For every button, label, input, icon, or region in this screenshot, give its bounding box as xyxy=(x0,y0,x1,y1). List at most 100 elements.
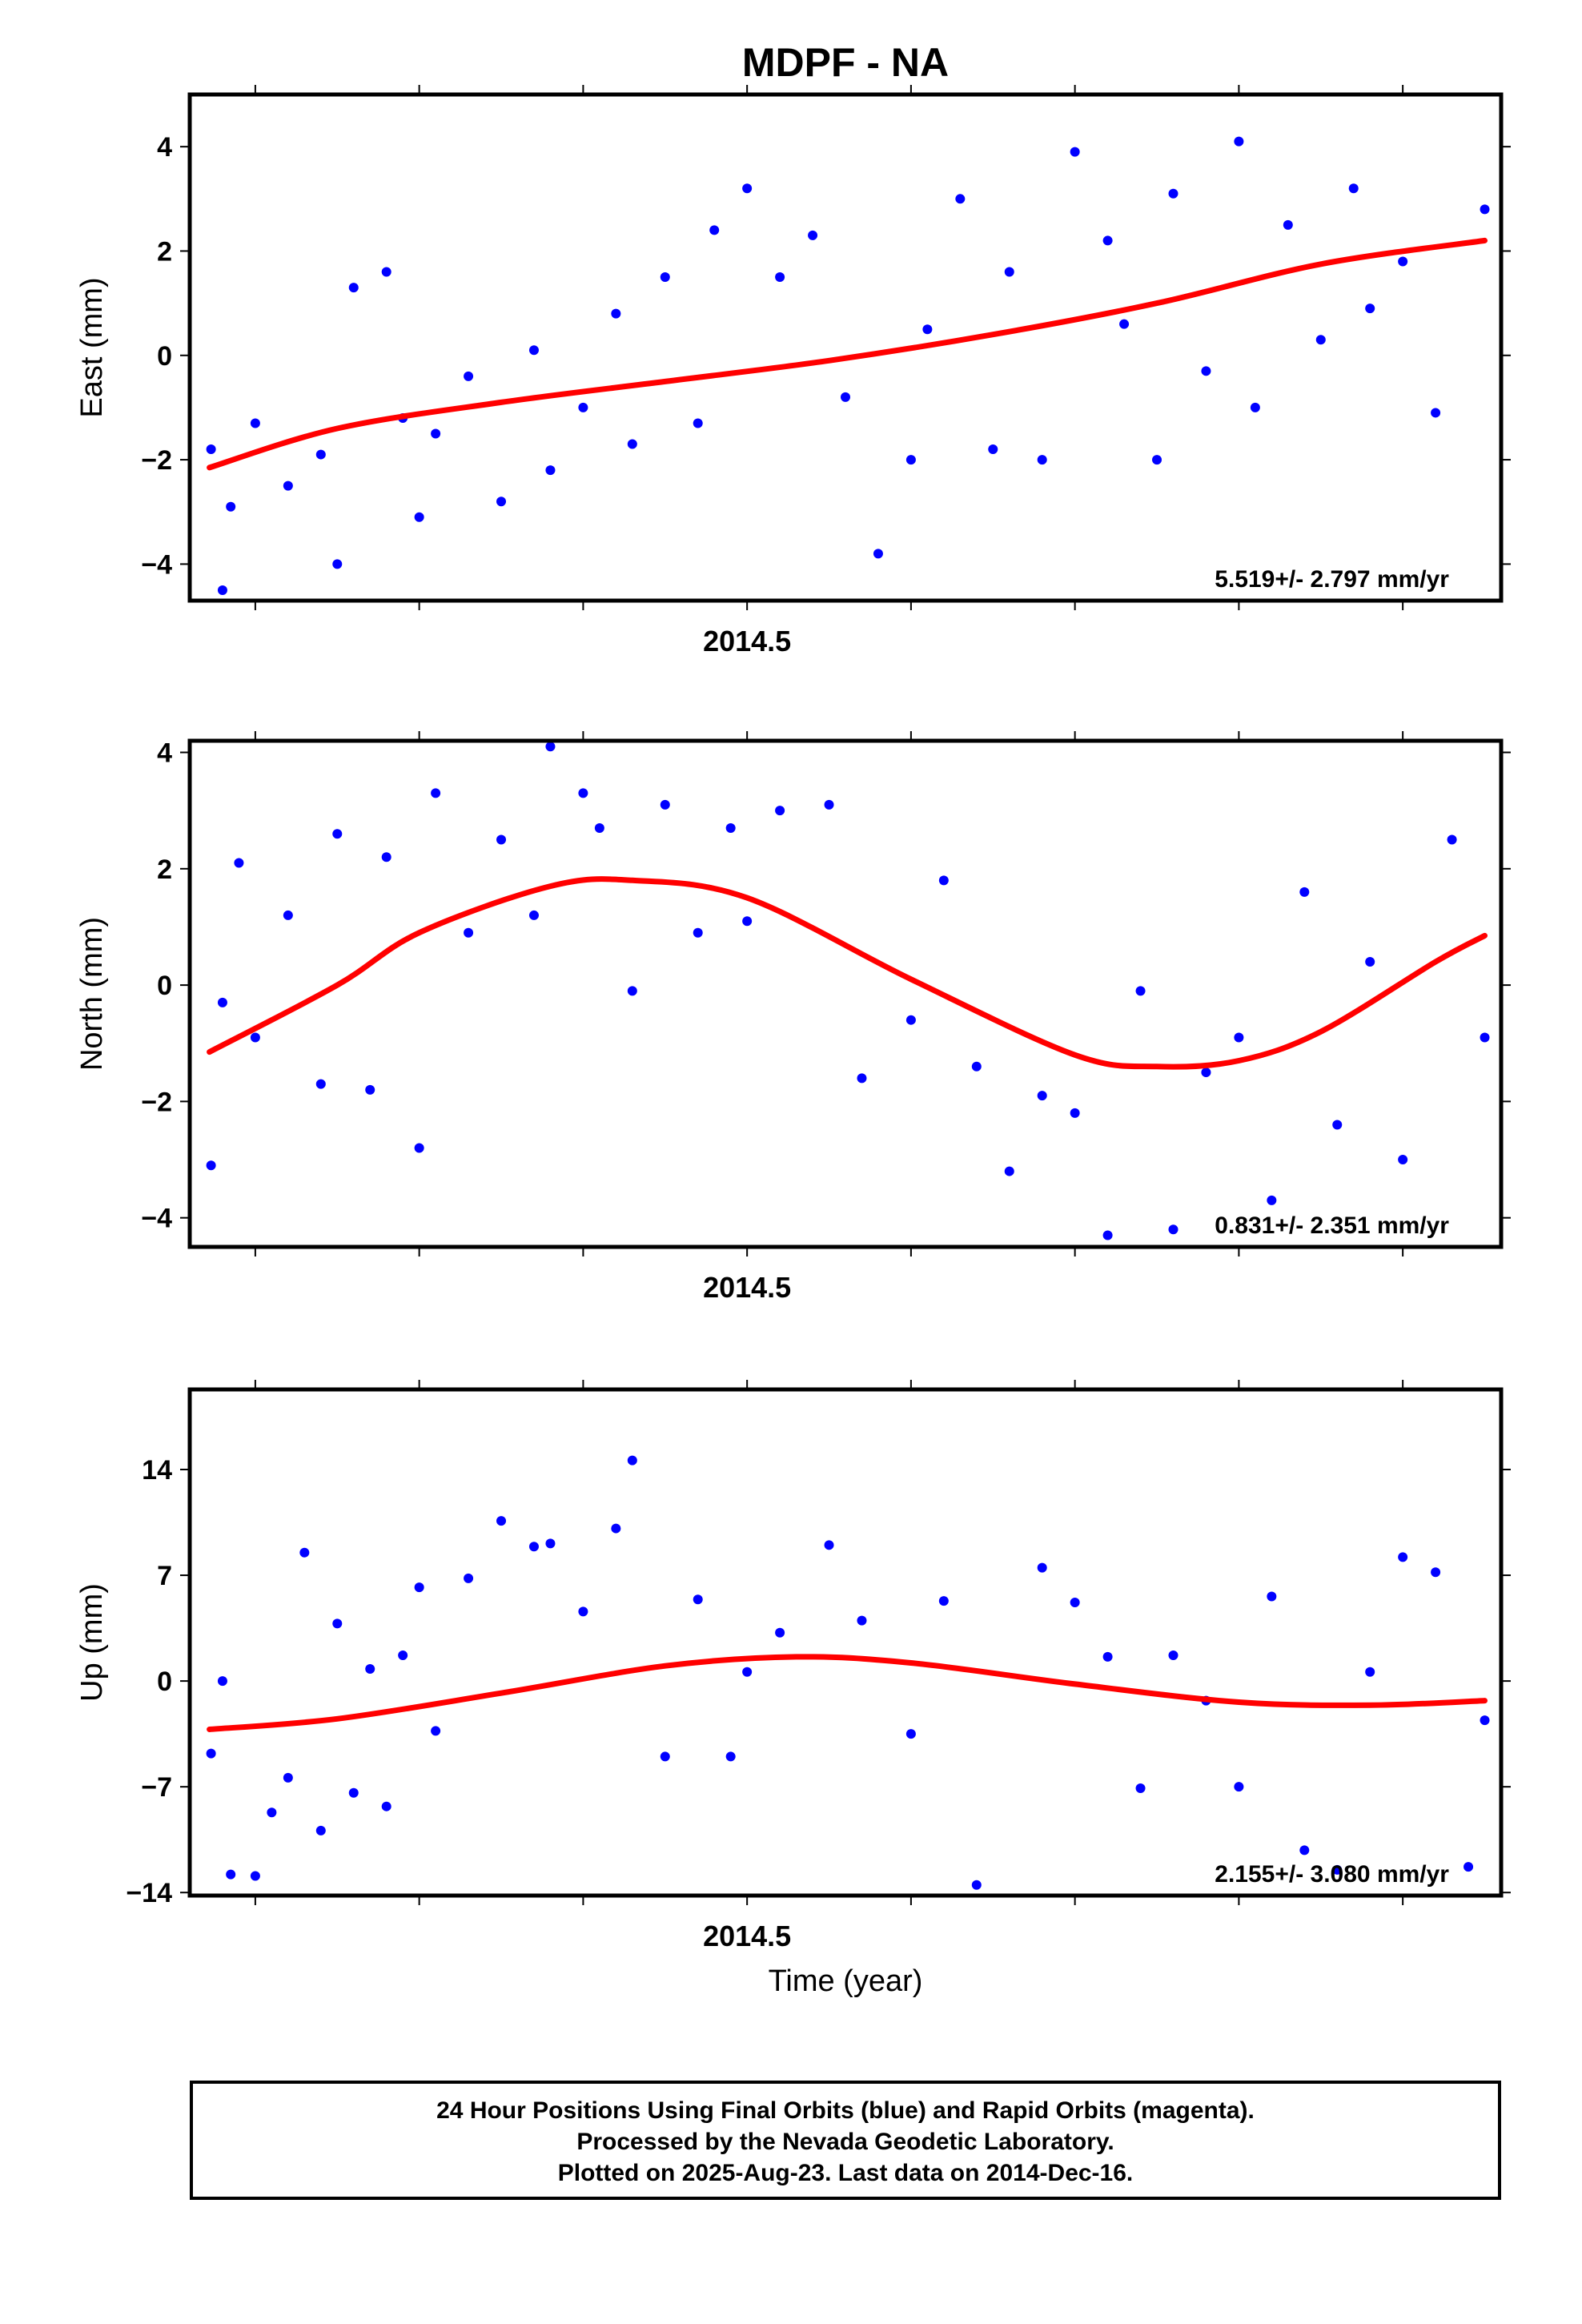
east-data-point xyxy=(660,272,670,283)
east-data-point xyxy=(496,497,507,507)
north-data-point xyxy=(250,1032,260,1043)
east-data-point xyxy=(1152,455,1162,465)
north-data-point xyxy=(1267,1195,1277,1205)
north-y-tick-label: 2 xyxy=(157,854,172,885)
up-y-tick-label: −14 xyxy=(126,1878,172,1908)
up-data-point xyxy=(250,1871,260,1881)
north-data-point xyxy=(365,1084,375,1095)
north-data-point xyxy=(431,788,441,798)
up-data-point xyxy=(1102,1651,1113,1662)
north-data-point xyxy=(315,1079,326,1089)
north-data-point xyxy=(217,997,227,1007)
caption-line-1: 24 Hour Positions Using Final Orbits (bl… xyxy=(436,2097,1255,2124)
east-data-point xyxy=(1004,267,1014,277)
up-data-point xyxy=(611,1523,621,1534)
north-y-tick-label: 0 xyxy=(157,971,172,1001)
east-data-point xyxy=(545,465,556,476)
up-data-point xyxy=(1037,1562,1047,1573)
north-data-point xyxy=(1398,1155,1408,1165)
up-rate-label: 2.155+/- 3.080 mm/yr xyxy=(1215,1861,1449,1888)
up-data-point xyxy=(775,1627,785,1638)
east-data-point xyxy=(775,272,785,283)
up-data-point xyxy=(1464,1862,1474,1872)
east-data-point xyxy=(1037,455,1047,465)
north-panel: −4 −2 0 2 4 2014.5 North (mm) 0.831+/- 2.351 mm… xyxy=(75,731,1511,1304)
up-data-point xyxy=(1480,1715,1490,1726)
north-data-point xyxy=(857,1073,867,1084)
up-data-point xyxy=(414,1582,424,1593)
chart-title: MDPF - NA xyxy=(742,40,949,85)
up-data-point xyxy=(938,1596,949,1606)
east-data-point xyxy=(1070,147,1080,157)
north-data-point xyxy=(660,799,670,810)
up-data-point xyxy=(528,1542,539,1552)
caption-box: 24 Hour Positions Using Final Orbits (bl… xyxy=(190,2081,1501,2200)
north-data-point xyxy=(971,1061,982,1072)
north-data-point xyxy=(693,927,703,938)
north-frame xyxy=(187,738,1504,1249)
up-data-point xyxy=(578,1606,588,1617)
north-data-point xyxy=(545,742,556,752)
up-data-point xyxy=(1332,1864,1343,1875)
north-data-point xyxy=(1234,1032,1244,1043)
east-data-point xyxy=(1480,204,1490,215)
up-panel: −14 −7 0 7 14 2014.5 Up (mm) 2.155+/- 3.080 mm/… xyxy=(75,1380,1511,1952)
up-data-point xyxy=(660,1751,670,1762)
east-y-tick-label: 2 xyxy=(157,236,172,267)
east-data-point xyxy=(1250,402,1260,412)
north-y-tick-label: 4 xyxy=(157,738,172,769)
north-data-point xyxy=(1365,957,1375,967)
up-data-point xyxy=(206,1748,216,1759)
east-data-point xyxy=(1102,235,1113,246)
north-data-point xyxy=(578,788,588,798)
up-data-point xyxy=(464,1573,474,1583)
north-data-point xyxy=(283,910,293,920)
east-data-point xyxy=(1431,408,1441,418)
caption-line-2: Processed by the Nevada Geodetic Laborat… xyxy=(576,2129,1114,2155)
up-data-point xyxy=(1135,1783,1146,1794)
north-data-point xyxy=(1135,986,1146,996)
east-data-point xyxy=(808,230,818,240)
up-data-point xyxy=(1168,1651,1178,1661)
up-data-point xyxy=(1070,1598,1080,1608)
north-data-point xyxy=(381,852,391,862)
east-data-point xyxy=(1283,219,1293,230)
north-data-point xyxy=(206,1160,216,1171)
east-data-point xyxy=(414,512,424,522)
north-data-point xyxy=(1480,1032,1490,1043)
east-data-point xyxy=(611,308,621,319)
up-data-point xyxy=(381,1801,391,1811)
north-data-point xyxy=(824,799,834,810)
up-data-point xyxy=(971,1880,982,1890)
up-y-tick-label: 7 xyxy=(157,1561,172,1591)
north-data-point xyxy=(742,916,753,927)
north-data-point xyxy=(1299,887,1310,897)
up-data-point xyxy=(315,1825,326,1835)
caption-line-3: Plotted on 2025-Aug-23. Last data on 201… xyxy=(557,2160,1134,2186)
up-data-point xyxy=(725,1751,736,1762)
north-y-tick-label: −2 xyxy=(141,1087,172,1117)
up-data-point xyxy=(1267,1591,1277,1602)
up-data-point xyxy=(627,1455,637,1466)
up-data-point xyxy=(1398,1552,1408,1562)
north-data-point xyxy=(528,910,539,920)
north-x-tick-label: 2014.5 xyxy=(703,1271,791,1304)
east-data-point xyxy=(1201,366,1211,376)
east-data-point xyxy=(348,283,359,293)
north-data-point xyxy=(905,1015,916,1025)
up-data-point xyxy=(1365,1667,1375,1677)
up-x-tick-label: 2014.5 xyxy=(703,1920,791,1952)
up-data-point xyxy=(283,1772,293,1783)
north-data-point xyxy=(234,858,244,868)
up-data-point xyxy=(226,1869,236,1880)
east-data-point xyxy=(873,549,883,559)
x-axis-label: Time (year) xyxy=(769,1964,923,1998)
north-y-axis-label: North (mm) xyxy=(75,917,109,1071)
east-data-point xyxy=(226,501,236,512)
east-y-tick-label: −4 xyxy=(141,549,172,580)
east-panel: −4 −2 0 2 4 2014.5 East (mm) 5.519+/- 2.797 mm/… xyxy=(75,85,1511,657)
north-data-point xyxy=(594,822,604,833)
east-data-point xyxy=(1168,188,1178,199)
east-y-tick-label: −2 xyxy=(141,445,172,476)
